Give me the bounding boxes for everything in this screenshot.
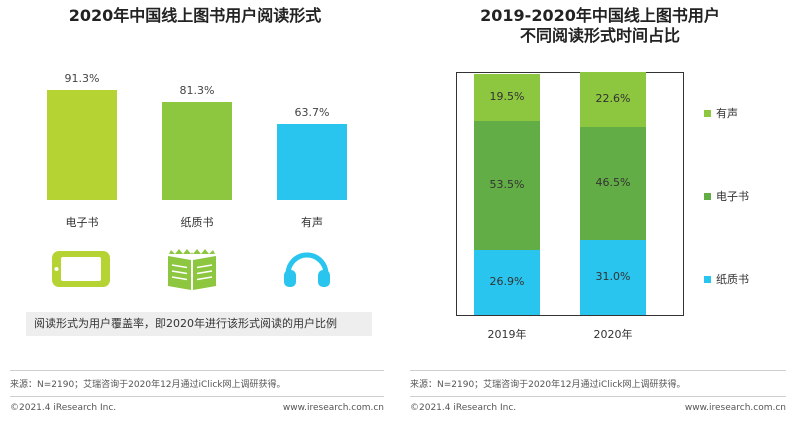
stacked-category-label: 2020年: [593, 328, 633, 341]
bar-category-label: 电子书: [65, 216, 99, 229]
stacked-category-label: 2019年: [487, 328, 527, 341]
left-chart-title: 2020年中国线上图书用户阅读形式: [68, 6, 322, 25]
right-chart-title-line2: 不同阅读形式时间占比: [519, 26, 680, 45]
bar-value-label: 63.7%: [294, 106, 330, 119]
legend-swatch: [704, 110, 711, 117]
segment-value-label: 26.9%: [489, 274, 525, 288]
bar-3: [277, 124, 347, 200]
headphones-icon: [282, 244, 332, 290]
stacked-segment: [474, 250, 540, 315]
bar-category-label: 纸质书: [180, 216, 214, 229]
segment-value-label: 53.5%: [489, 177, 525, 191]
stacked-segment: [580, 240, 646, 315]
right-chart-title-line1: 2019-2020年中国线上图书用户: [480, 6, 720, 25]
left-divider-bottom: [10, 396, 384, 397]
left-copyright: ©2021.4 iResearch Inc.: [10, 403, 117, 413]
stacked-segment: [474, 121, 540, 250]
legend-label: 纸质书: [716, 273, 749, 286]
legend-label: 有声: [716, 107, 738, 120]
right-divider-bottom: [410, 396, 786, 397]
stacked-segment: [580, 72, 646, 127]
segment-value-label: 19.5%: [489, 89, 525, 103]
bar-category-label: 有声: [301, 216, 323, 229]
coverage-note: 阅读形式为用户覆盖率，即2020年进行该形式阅读的用户比例: [26, 312, 372, 336]
stacked-segment: [474, 74, 540, 121]
segment-value-label: 22.6%: [595, 91, 631, 105]
left-divider-top: [10, 370, 384, 371]
book-icon: [165, 244, 219, 292]
bar-value-label: 81.3%: [179, 84, 215, 97]
legend-swatch: [704, 193, 711, 200]
left-website: www.iresearch.com.cn: [282, 403, 384, 413]
right-website: www.iresearch.com.cn: [684, 403, 786, 413]
bar-2: [162, 102, 232, 200]
bar-value-label: 91.3%: [64, 72, 100, 85]
tablet-icon: [50, 248, 112, 290]
bar-1: [47, 90, 117, 200]
stacked-chart-frame: [456, 72, 684, 316]
left-source-text: 来源：N=2190；艾瑞咨询于2020年12月通过iClick网上调研获得。: [10, 380, 286, 390]
legend-label: 电子书: [716, 190, 749, 203]
legend-swatch: [704, 276, 711, 283]
stacked-segment: [580, 127, 646, 240]
right-source-text: 来源：N=2190；艾瑞咨询于2020年12月通过iClick网上调研获得。: [410, 380, 686, 390]
right-divider-top: [410, 370, 786, 371]
segment-value-label: 46.5%: [595, 175, 631, 189]
segment-value-label: 31.0%: [595, 269, 631, 283]
right-copyright: ©2021.4 iResearch Inc.: [410, 403, 517, 413]
